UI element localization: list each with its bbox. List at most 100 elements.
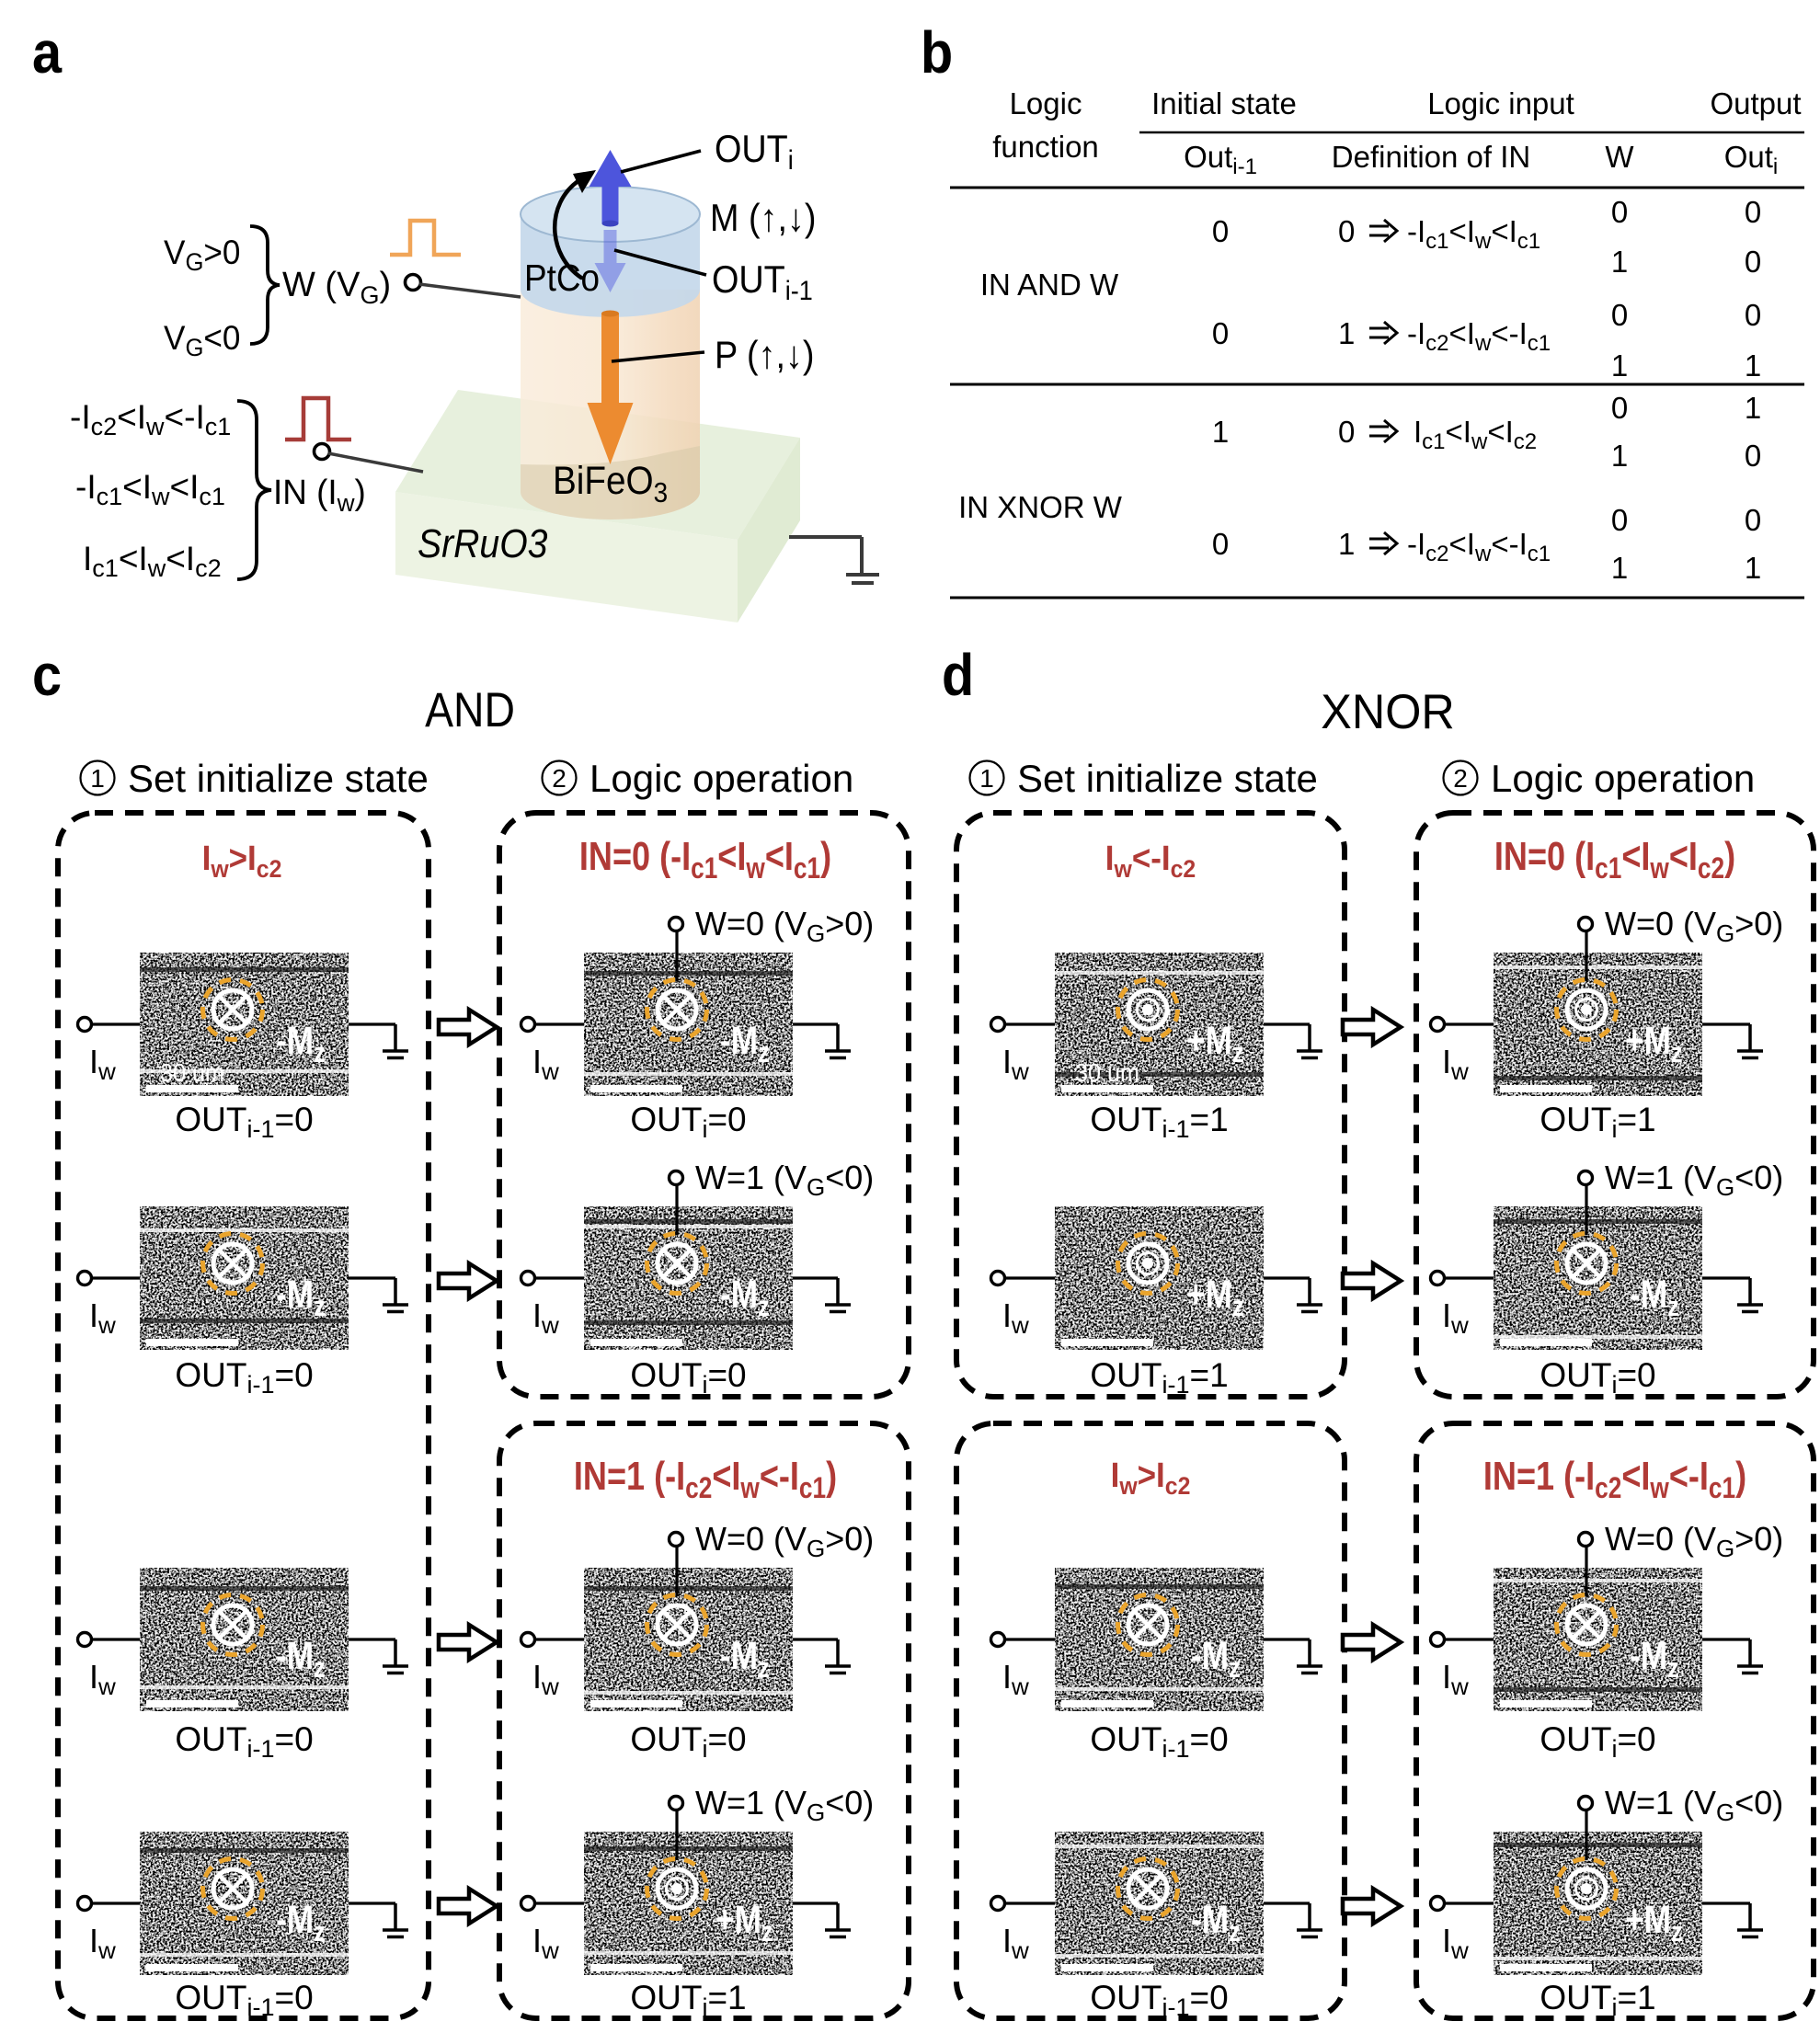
svg-text:IN XNOR W: IN XNOR W	[958, 490, 1123, 524]
svg-text:0: 0	[1611, 503, 1628, 537]
svg-text:Iw​: Iw​	[89, 1658, 116, 1700]
svg-text:Logic operation: Logic operation	[1491, 757, 1755, 800]
svg-text:OUTi-1​=0: OUTi-1​=0	[1090, 1979, 1228, 2021]
svg-text:Iw​: Iw​	[89, 1296, 116, 1339]
svg-text:1: 1	[1611, 245, 1628, 279]
svg-text:OUTi​=0: OUTi​=0	[630, 1356, 746, 1399]
svg-text:+Mz​: +Mz​	[1625, 1019, 1683, 1069]
svg-text:IN AND W: IN AND W	[980, 268, 1119, 302]
svg-text:Iw​>Ic2​: Iw​>Ic2​	[202, 839, 282, 884]
svg-text:W=1 (VG​<0): W=1 (VG​<0)	[695, 1159, 874, 1201]
svg-text:W=1 (VG​<0): W=1 (VG​<0)	[1605, 1159, 1783, 1201]
svg-text:1: 1	[1611, 439, 1628, 473]
svg-text:0: 0	[1611, 298, 1628, 332]
svg-text:Iw​: Iw​	[532, 1296, 559, 1339]
svg-text:SrRuO3: SrRuO3	[418, 520, 547, 566]
svg-text:0: 0	[1212, 316, 1229, 350]
svg-text:1: 1	[1611, 551, 1628, 585]
svg-text:function: function	[992, 130, 1099, 164]
svg-text:W: W	[1605, 140, 1634, 174]
svg-text:OUTi-1​=0: OUTi-1​=0	[175, 1101, 313, 1143]
svg-text:OUTi​=1: OUTi​=1	[1540, 1101, 1655, 1143]
svg-text:Iw​: Iw​	[532, 1043, 559, 1085]
svg-text:+Mz​: +Mz​	[1625, 1898, 1683, 1948]
svg-text:OUTi-1​=1: OUTi-1​=1	[1090, 1356, 1228, 1399]
svg-text:1: 1	[1745, 391, 1761, 425]
svg-text:-Mz​: -Mz​	[276, 1898, 326, 1948]
svg-text:Outi-1​: Outi-1​	[1184, 140, 1257, 179]
svg-text:Iw​: Iw​	[532, 1922, 559, 1964]
svg-text:0: 0	[1611, 391, 1628, 425]
svg-text:-Mz​: -Mz​	[720, 1273, 770, 1323]
svg-text:IN (Iw​): IN (Iw​)	[273, 472, 366, 517]
svg-text:-Mz​: -Mz​	[720, 1634, 770, 1685]
svg-text:0: 0	[1212, 527, 1229, 561]
svg-text:OUTi​=1: OUTi​=1	[1540, 1979, 1655, 2021]
svg-text:1: 1	[1338, 316, 1355, 350]
svg-text:OUTi-1​=1: OUTi-1​=1	[1090, 1101, 1228, 1143]
svg-text:+Mz​: +Mz​	[715, 1898, 773, 1948]
svg-text:1: 1	[979, 764, 994, 793]
svg-text:-Ic2​<Iw​<-Ic1​: -Ic2​<Iw​<-Ic1​	[1407, 527, 1551, 566]
svg-text:-Mz​: -Mz​	[720, 1019, 770, 1069]
svg-text:0: 0	[1745, 503, 1761, 537]
svg-text:OUTi-1​=0: OUTi-1​=0	[175, 1356, 313, 1399]
svg-text:OUTi​=0: OUTi​=0	[1540, 1356, 1655, 1399]
svg-text:Iw​: Iw​	[1442, 1296, 1469, 1339]
svg-text:2: 2	[552, 764, 567, 793]
svg-text:OUTi-1​=0: OUTi-1​=0	[175, 1720, 313, 1763]
svg-text:Iw​: Iw​	[1442, 1658, 1469, 1700]
svg-text:VG​>0: VG​>0	[164, 233, 240, 276]
svg-text:Definition of IN: Definition of IN	[1332, 140, 1530, 174]
svg-text:PtCo: PtCo	[524, 257, 600, 299]
svg-text:30 um: 30 um	[160, 1058, 224, 1088]
svg-text:d: d	[942, 642, 974, 707]
svg-text:Iw​: Iw​	[1002, 1043, 1029, 1085]
svg-text:1: 1	[1611, 348, 1628, 383]
svg-text:b: b	[921, 19, 953, 85]
svg-text:-Mz​: -Mz​	[276, 1634, 326, 1685]
svg-text:W=0 (VG​>0): W=0 (VG​>0)	[695, 1520, 874, 1562]
svg-text:Iw​: Iw​	[1002, 1658, 1029, 1700]
svg-text:P (↑,↓): P (↑,↓)	[715, 334, 814, 376]
svg-text:0: 0	[1338, 415, 1355, 449]
svg-text:-Mz​: -Mz​	[1191, 1634, 1241, 1685]
svg-text:AND: AND	[425, 682, 515, 737]
svg-text:W=1 (VG​<0): W=1 (VG​<0)	[1605, 1784, 1783, 1826]
svg-text:-Mz​: -Mz​	[276, 1273, 326, 1323]
svg-text:a: a	[32, 19, 63, 85]
svg-text:Iw​: Iw​	[89, 1922, 116, 1964]
svg-text:Iw​: Iw​	[532, 1658, 559, 1700]
svg-text:Logic operation: Logic operation	[589, 757, 853, 800]
svg-text:2: 2	[1453, 764, 1468, 793]
svg-text:30 um: 30 um	[1075, 1058, 1139, 1088]
svg-text:Outi​: Outi​	[1724, 140, 1779, 179]
svg-text:IN=0 (-Ic1​<Iw​<Ic1​): IN=0 (-Ic1​<Iw​<Ic1​)	[579, 834, 831, 885]
svg-text:W=0 (VG​>0): W=0 (VG​>0)	[1605, 1520, 1783, 1562]
svg-text:Iw​: Iw​	[1002, 1296, 1029, 1339]
svg-text:0: 0	[1745, 195, 1761, 229]
svg-text:Initial state: Initial state	[1151, 86, 1297, 120]
svg-text:IN=1 (-Ic2​<Iw​<-Ic1​): IN=1 (-Ic2​<Iw​<-Ic1​)	[574, 1454, 837, 1505]
svg-text:OUTi-1​=0: OUTi-1​=0	[1090, 1720, 1228, 1763]
svg-text:0: 0	[1338, 214, 1355, 248]
svg-text:0: 0	[1611, 195, 1628, 229]
svg-text:Output: Output	[1710, 86, 1801, 120]
svg-text:W=0 (VG​>0): W=0 (VG​>0)	[695, 905, 874, 947]
svg-text:0: 0	[1745, 245, 1761, 279]
svg-text:Iw​: Iw​	[1442, 1043, 1469, 1085]
svg-text:Iw​<-Ic2​: Iw​<-Ic2​	[1105, 839, 1196, 884]
svg-text:Iw​>Ic2​: Iw​>Ic2​	[1111, 1456, 1191, 1501]
svg-text:+Mz​: +Mz​	[1186, 1019, 1244, 1069]
svg-text:1: 1	[1745, 551, 1761, 585]
svg-text:XNOR: XNOR	[1321, 684, 1454, 738]
svg-text:Ic1​<Iw​<Ic2​: Ic1​<Iw​<Ic2​	[83, 540, 222, 582]
svg-text:VG​<0: VG​<0	[164, 318, 240, 361]
svg-text:Set initialize state: Set initialize state	[1017, 757, 1318, 800]
svg-text:OUTi​=1: OUTi​=1	[630, 1979, 746, 2021]
svg-text:0: 0	[1212, 214, 1229, 248]
svg-text:OUTi-1​=0: OUTi-1​=0	[175, 1979, 313, 2021]
svg-text:-Ic1​<Iw​<Ic1​: -Ic1​<Iw​<Ic1​	[1407, 214, 1540, 254]
svg-text:Logic: Logic	[1010, 86, 1082, 120]
svg-text:-Mz​: -Mz​	[1191, 1898, 1241, 1948]
